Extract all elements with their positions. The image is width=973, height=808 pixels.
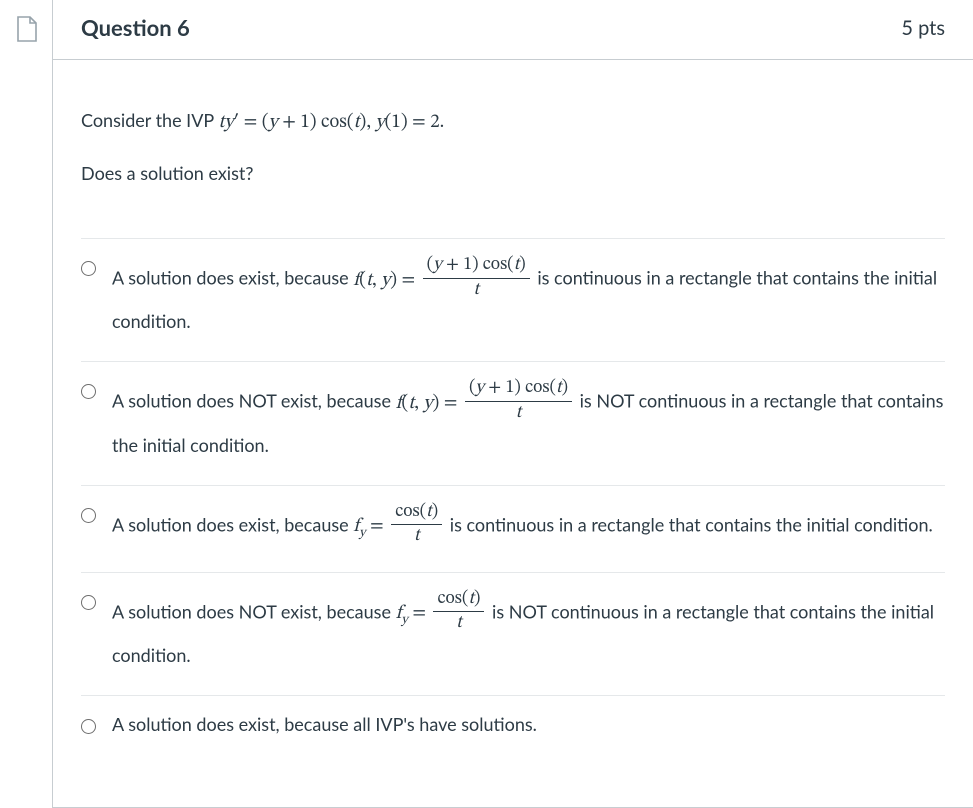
question-points: 5 pts [901,16,945,40]
answer-option[interactable]: A solution does NOT exist, because fy = … [81,573,945,696]
radio-icon[interactable] [81,261,96,276]
answer-text: A solution does NOT exist, because f(t, … [112,380,945,462]
answer-text: A solution does exist, because fy = cos(… [112,504,945,550]
answer-text: A solution does exist, because f(t, y) =… [112,257,945,339]
fraction: cos(t)t [391,502,442,548]
answer-text: A solution does exist, because all IVP's… [112,712,945,737]
radio-icon[interactable] [81,595,96,610]
radio-icon[interactable] [81,508,96,523]
question-prompt-line1: Consider the IVP ty′ = (y + 1) cos(t), y… [81,104,945,140]
fraction: cos(t)t [433,589,484,635]
document-icon [16,16,36,40]
answer-list: A solution does exist, because f(t, y) =… [81,238,945,755]
question-header: Question 6 5 pts [53,0,973,60]
question-prompt-line2: Does a solution exist? [81,162,945,184]
radio-icon[interactable] [81,384,96,399]
question-gutter [0,0,52,808]
answer-option[interactable]: A solution does exist, because fy = cos(… [81,486,945,573]
fraction: (y + 1) cos(t)t [423,255,530,301]
fraction: (y + 1) cos(t)t [465,378,572,424]
answer-text: A solution does NOT exist, because fy = … [112,591,945,673]
question-card: Question 6 5 pts Consider the IVP ty′ = … [52,0,973,808]
prompt-text: Consider the IVP [81,109,218,131]
answer-option[interactable]: A solution does exist, because f(t, y) =… [81,239,945,362]
question-body: Consider the IVP ty′ = (y + 1) cos(t), y… [53,60,973,765]
question-title: Question 6 [81,14,190,41]
prompt-math: ty′ = (y + 1) cos(t), y(1) = 2. [218,113,444,132]
radio-icon[interactable] [81,719,96,734]
answer-option[interactable]: A solution does exist, because all IVP's… [81,696,945,755]
answer-option[interactable]: A solution does NOT exist, because f(t, … [81,362,945,485]
